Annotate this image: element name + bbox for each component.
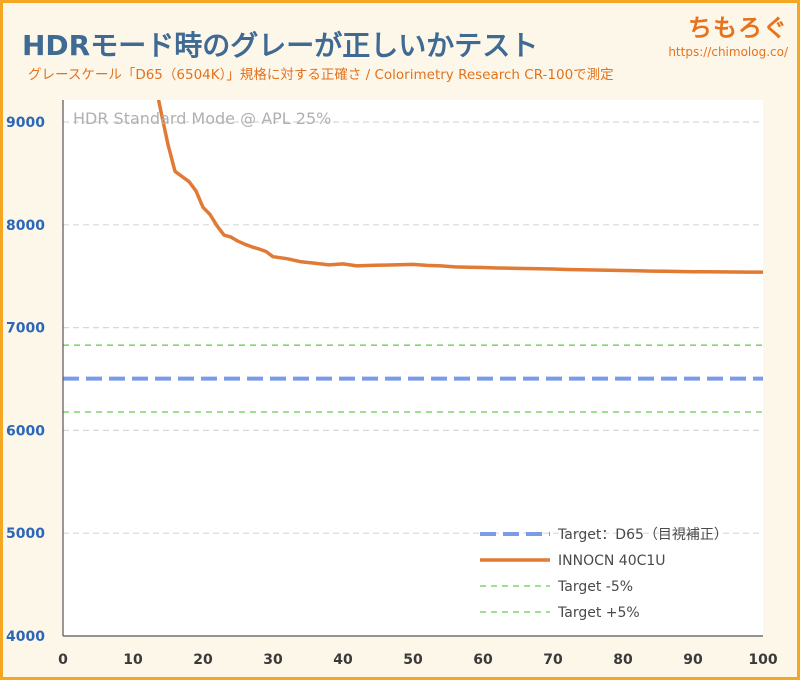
y-tick-label: 4000 xyxy=(6,629,45,645)
y-tick-label: 5000 xyxy=(6,526,45,542)
grid-lines xyxy=(63,121,763,534)
legend: Target：D65（目視補正） INNOCN 40C1U Target -5% Ta… xyxy=(480,527,728,621)
x-tick-label: 30 xyxy=(263,652,283,668)
legend-label-2: Target -5% xyxy=(557,579,633,595)
page-title: HDRモード時のグレーが正しいかテスト xyxy=(22,29,539,62)
series-line-1 xyxy=(156,100,763,274)
axes xyxy=(62,100,763,637)
y-axis-ticks: 4000 5000 6000 7000 8000 9000 xyxy=(6,115,45,645)
x-tick-label: 0 xyxy=(58,652,68,668)
x-tick-label: 100 xyxy=(748,652,777,668)
x-tick-label: 20 xyxy=(193,652,213,668)
brand-logo-text: ちもろぐ xyxy=(688,14,788,42)
x-tick-label: 60 xyxy=(473,652,493,668)
x-tick-label: 70 xyxy=(543,652,563,668)
series-layer xyxy=(63,100,763,413)
x-tick-label: 50 xyxy=(403,652,423,668)
plot-label: HDR Standard Mode @ APL 25% xyxy=(73,109,331,128)
y-tick-label: 6000 xyxy=(6,423,45,439)
x-tick-label: 40 xyxy=(333,652,353,668)
plot-area xyxy=(63,100,763,636)
legend-label-1: INNOCN 40C1U xyxy=(558,553,666,569)
x-tick-label: 10 xyxy=(123,652,143,668)
x-tick-label: 80 xyxy=(613,652,633,668)
y-tick-label: 8000 xyxy=(6,218,45,234)
page-subtitle: グレースケール「D65（6504K）」規格に対する正確さ / Colorimet… xyxy=(28,67,614,83)
y-tick-label: 7000 xyxy=(6,321,45,337)
legend-label-3: Target +5% xyxy=(557,605,640,621)
legend-label-0: Target：D65（目視補正） xyxy=(557,527,728,543)
brand: ちもろぐ https://chimolog.co/ xyxy=(668,8,788,59)
y-tick-label: 9000 xyxy=(6,115,45,131)
x-axis-ticks: 0 10 20 30 40 50 60 70 80 90 100 xyxy=(58,652,778,668)
x-tick-label: 90 xyxy=(683,652,703,668)
brand-url: https://chimolog.co/ xyxy=(668,45,788,59)
